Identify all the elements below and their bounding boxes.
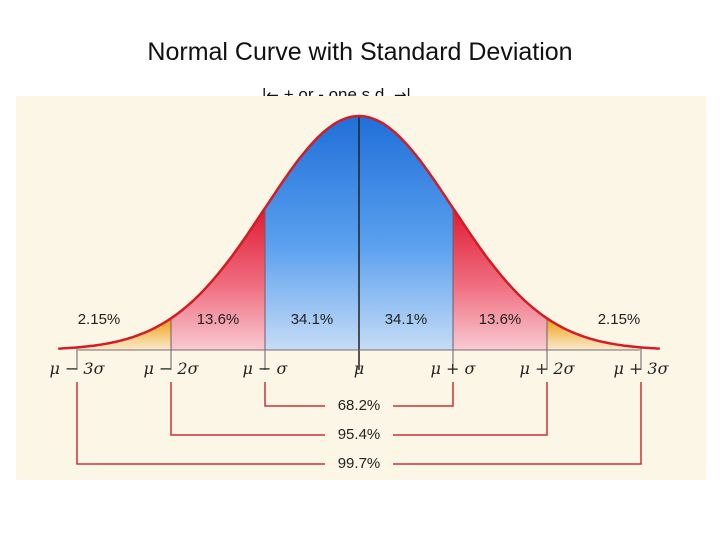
percent-label-4: 34.1%: [385, 311, 428, 328]
band-6: [547, 318, 641, 350]
normal-curve-figure: 2.15% 13.6% 34.1% 34.1% 13.6% 2.15% μ − 3σ μ −…: [16, 96, 706, 480]
range-label-bg-1: [325, 394, 393, 414]
percent-label-1: 2.15%: [78, 311, 121, 328]
divider-group: [76, 116, 642, 370]
normal-curve: [58, 114, 660, 350]
range-label-3: 99.7%: [338, 455, 381, 472]
percent-label-5: 13.6%: [479, 311, 522, 328]
subtitle-bar-right: |: [406, 85, 411, 104]
tick-label-6: μ + 2σ: [519, 359, 575, 378]
tick-label-group: μ − 3σ μ − 2σ μ − σ μ μ + σ μ + 2σ μ + 3σ: [49, 359, 669, 378]
tick-label-1: μ − 3σ: [49, 359, 105, 378]
range-label-bg-3: [325, 452, 393, 472]
tick-label-7: μ + 3σ: [613, 359, 669, 378]
range-bracket-group: 68.2% 95.4% 99.7%: [76, 382, 642, 472]
percent-label-2: 13.6%: [197, 311, 240, 328]
range-label-bg-2: [325, 423, 393, 443]
subtitle-bar-left: |: [262, 85, 267, 104]
percent-label-6: 2.15%: [598, 311, 641, 328]
tick-label-4: μ: [354, 359, 364, 378]
slide-title: Normal Curve with Standard Deviation: [147, 38, 573, 66]
percent-label-group: 2.15% 13.6% 34.1% 34.1% 13.6% 2.15%: [78, 311, 641, 328]
curve-group: [58, 114, 660, 350]
tick-label-2: μ − 2σ: [143, 359, 199, 378]
band-1: [77, 318, 171, 350]
percent-label-3: 34.1%: [291, 311, 334, 328]
tick-label-3: μ − σ: [243, 359, 289, 378]
range-label-2: 95.4%: [338, 426, 381, 443]
normal-curve-chart: 2.15% 13.6% 34.1% 34.1% 13.6% 2.15% μ − 3σ μ −…: [49, 114, 670, 472]
range-label-1: 68.2%: [338, 397, 381, 414]
tick-label-5: μ + σ: [431, 359, 477, 378]
